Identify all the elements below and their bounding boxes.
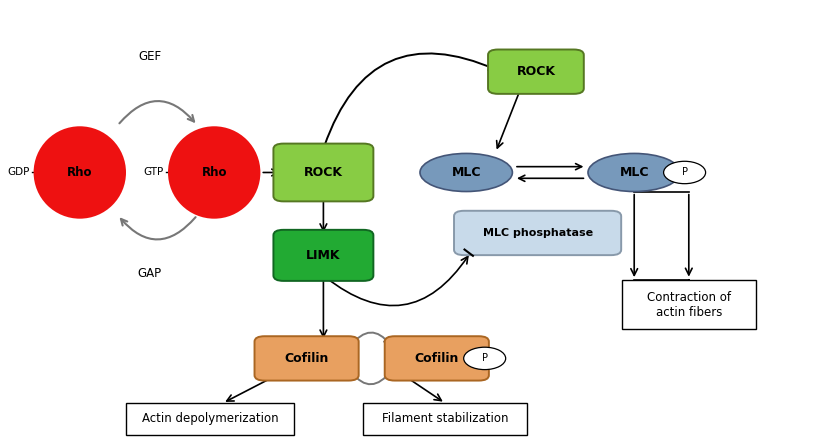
FancyBboxPatch shape xyxy=(488,50,584,94)
Text: Contraction of
actin fibers: Contraction of actin fibers xyxy=(647,291,731,319)
Ellipse shape xyxy=(588,153,680,192)
Text: GEF: GEF xyxy=(138,49,161,63)
Text: Filament stabilization: Filament stabilization xyxy=(382,412,508,426)
FancyBboxPatch shape xyxy=(255,336,359,381)
FancyBboxPatch shape xyxy=(454,211,621,255)
Text: ROCK: ROCK xyxy=(304,166,343,179)
Text: GAP: GAP xyxy=(138,267,161,280)
Text: MLC: MLC xyxy=(619,166,649,179)
Ellipse shape xyxy=(168,126,260,219)
FancyBboxPatch shape xyxy=(273,230,373,281)
FancyBboxPatch shape xyxy=(273,143,373,202)
Text: ROCK: ROCK xyxy=(517,65,555,78)
Bar xyxy=(622,280,756,329)
Bar xyxy=(126,403,294,435)
Text: MLC: MLC xyxy=(451,166,481,179)
Text: MLC phosphatase: MLC phosphatase xyxy=(482,228,593,238)
Text: Rho: Rho xyxy=(67,166,92,179)
Bar xyxy=(363,403,528,435)
Text: P: P xyxy=(681,168,688,177)
Circle shape xyxy=(464,347,506,370)
Text: P: P xyxy=(481,353,488,363)
Circle shape xyxy=(664,161,706,184)
Ellipse shape xyxy=(420,153,512,192)
Text: Cofilin: Cofilin xyxy=(415,352,459,365)
FancyBboxPatch shape xyxy=(385,336,489,381)
Text: GTP: GTP xyxy=(144,168,164,177)
Text: Rho: Rho xyxy=(202,166,227,179)
Text: LIMK: LIMK xyxy=(306,249,341,262)
Text: Actin depolymerization: Actin depolymerization xyxy=(142,412,278,426)
Text: GDP: GDP xyxy=(7,168,29,177)
Ellipse shape xyxy=(34,126,126,219)
Text: Cofilin: Cofilin xyxy=(285,352,328,365)
